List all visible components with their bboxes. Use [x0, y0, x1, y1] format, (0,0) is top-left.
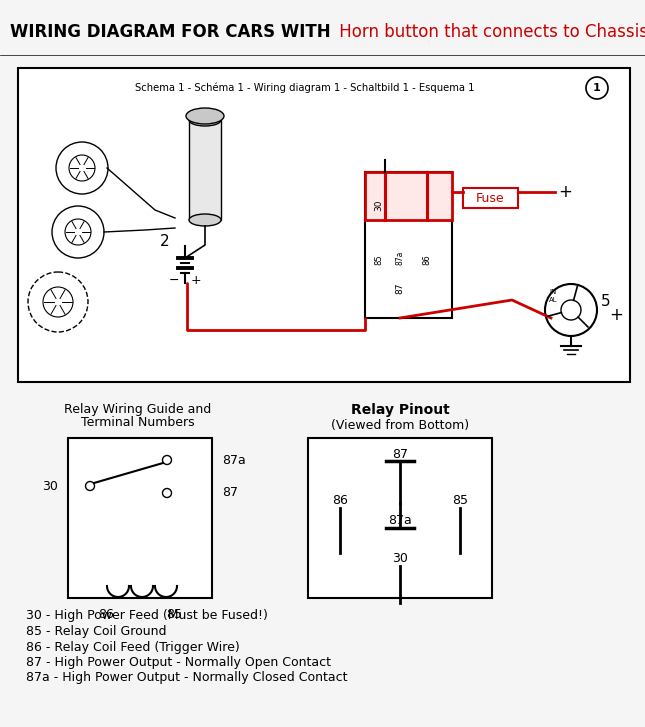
Text: 30: 30: [392, 552, 408, 564]
Text: Relay Pinout: Relay Pinout: [351, 403, 450, 417]
Bar: [68, 438, 212, 598]
Ellipse shape: [189, 114, 221, 126]
Text: Fuse: Fuse: [476, 191, 505, 204]
Bar: [18, 68, 630, 382]
Text: 85 - Relay Coil Ground: 85 - Relay Coil Ground: [26, 625, 166, 638]
Text: 87a: 87a: [222, 454, 246, 467]
Bar: [463, 188, 518, 208]
Text: WIRING DIAGRAM FOR CARS WITH: WIRING DIAGRAM FOR CARS WITH: [10, 23, 331, 41]
Text: Horn button that connects to Chassis: Horn button that connects to Chassis: [334, 23, 645, 41]
Text: 86: 86: [422, 254, 432, 265]
Text: 86 - Relay Coil Feed (Trigger Wire): 86 - Relay Coil Feed (Trigger Wire): [26, 640, 240, 654]
Text: (Viewed from Bottom): (Viewed from Bottom): [331, 419, 469, 432]
Circle shape: [561, 300, 581, 320]
Text: 2: 2: [160, 235, 170, 249]
Text: −: −: [169, 273, 179, 286]
Text: 86: 86: [332, 494, 348, 507]
Text: 30: 30: [375, 199, 384, 211]
Text: 85: 85: [452, 494, 468, 507]
Ellipse shape: [186, 108, 224, 124]
Text: Schema 1 - Schéma 1 - Wiring diagram 1 - Schaltbild 1 - Esquema 1: Schema 1 - Schéma 1 - Wiring diagram 1 -…: [135, 83, 475, 93]
Text: +: +: [609, 306, 623, 324]
Text: +: +: [558, 183, 572, 201]
Text: +: +: [191, 273, 201, 286]
Text: 87a - High Power Output - Normally Closed Contact: 87a - High Power Output - Normally Close…: [26, 672, 348, 685]
Text: Relay Wiring Guide and: Relay Wiring Guide and: [64, 403, 212, 417]
Text: 87: 87: [395, 282, 404, 294]
Text: 5: 5: [601, 294, 611, 310]
Text: 30: 30: [42, 480, 58, 492]
Circle shape: [43, 287, 73, 317]
Text: 1: 1: [593, 83, 601, 93]
Text: 30 - High Power Feed (Must be Fused!): 30 - High Power Feed (Must be Fused!): [26, 609, 268, 622]
Circle shape: [545, 284, 597, 336]
Circle shape: [163, 456, 172, 465]
Ellipse shape: [189, 214, 221, 226]
Bar: [365, 172, 452, 318]
Text: 87a: 87a: [388, 513, 412, 526]
Circle shape: [65, 219, 91, 245]
Text: 87: 87: [392, 448, 408, 460]
Circle shape: [56, 142, 108, 194]
Text: 85: 85: [375, 254, 384, 265]
Text: 87 - High Power Output - Normally Open Contact: 87 - High Power Output - Normally Open C…: [26, 656, 331, 669]
Text: IN: IN: [549, 289, 556, 295]
Text: AL: AL: [549, 297, 558, 303]
Circle shape: [86, 481, 95, 491]
Circle shape: [586, 77, 608, 99]
Circle shape: [163, 489, 172, 497]
Text: 85: 85: [166, 608, 182, 621]
Bar: [365, 172, 452, 220]
Circle shape: [69, 155, 95, 181]
Text: 86: 86: [98, 608, 114, 621]
Text: 87: 87: [222, 486, 238, 499]
Text: 87a: 87a: [395, 251, 404, 265]
Text: Terminal Numbers: Terminal Numbers: [81, 417, 195, 430]
Circle shape: [52, 206, 104, 258]
Bar: [189, 120, 221, 220]
Bar: [308, 438, 492, 598]
Circle shape: [28, 272, 88, 332]
